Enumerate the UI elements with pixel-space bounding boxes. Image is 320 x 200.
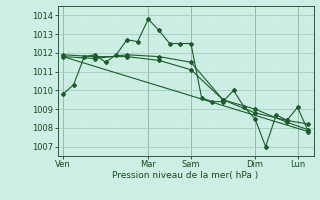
X-axis label: Pression niveau de la mer( hPa ): Pression niveau de la mer( hPa ) [112,171,259,180]
